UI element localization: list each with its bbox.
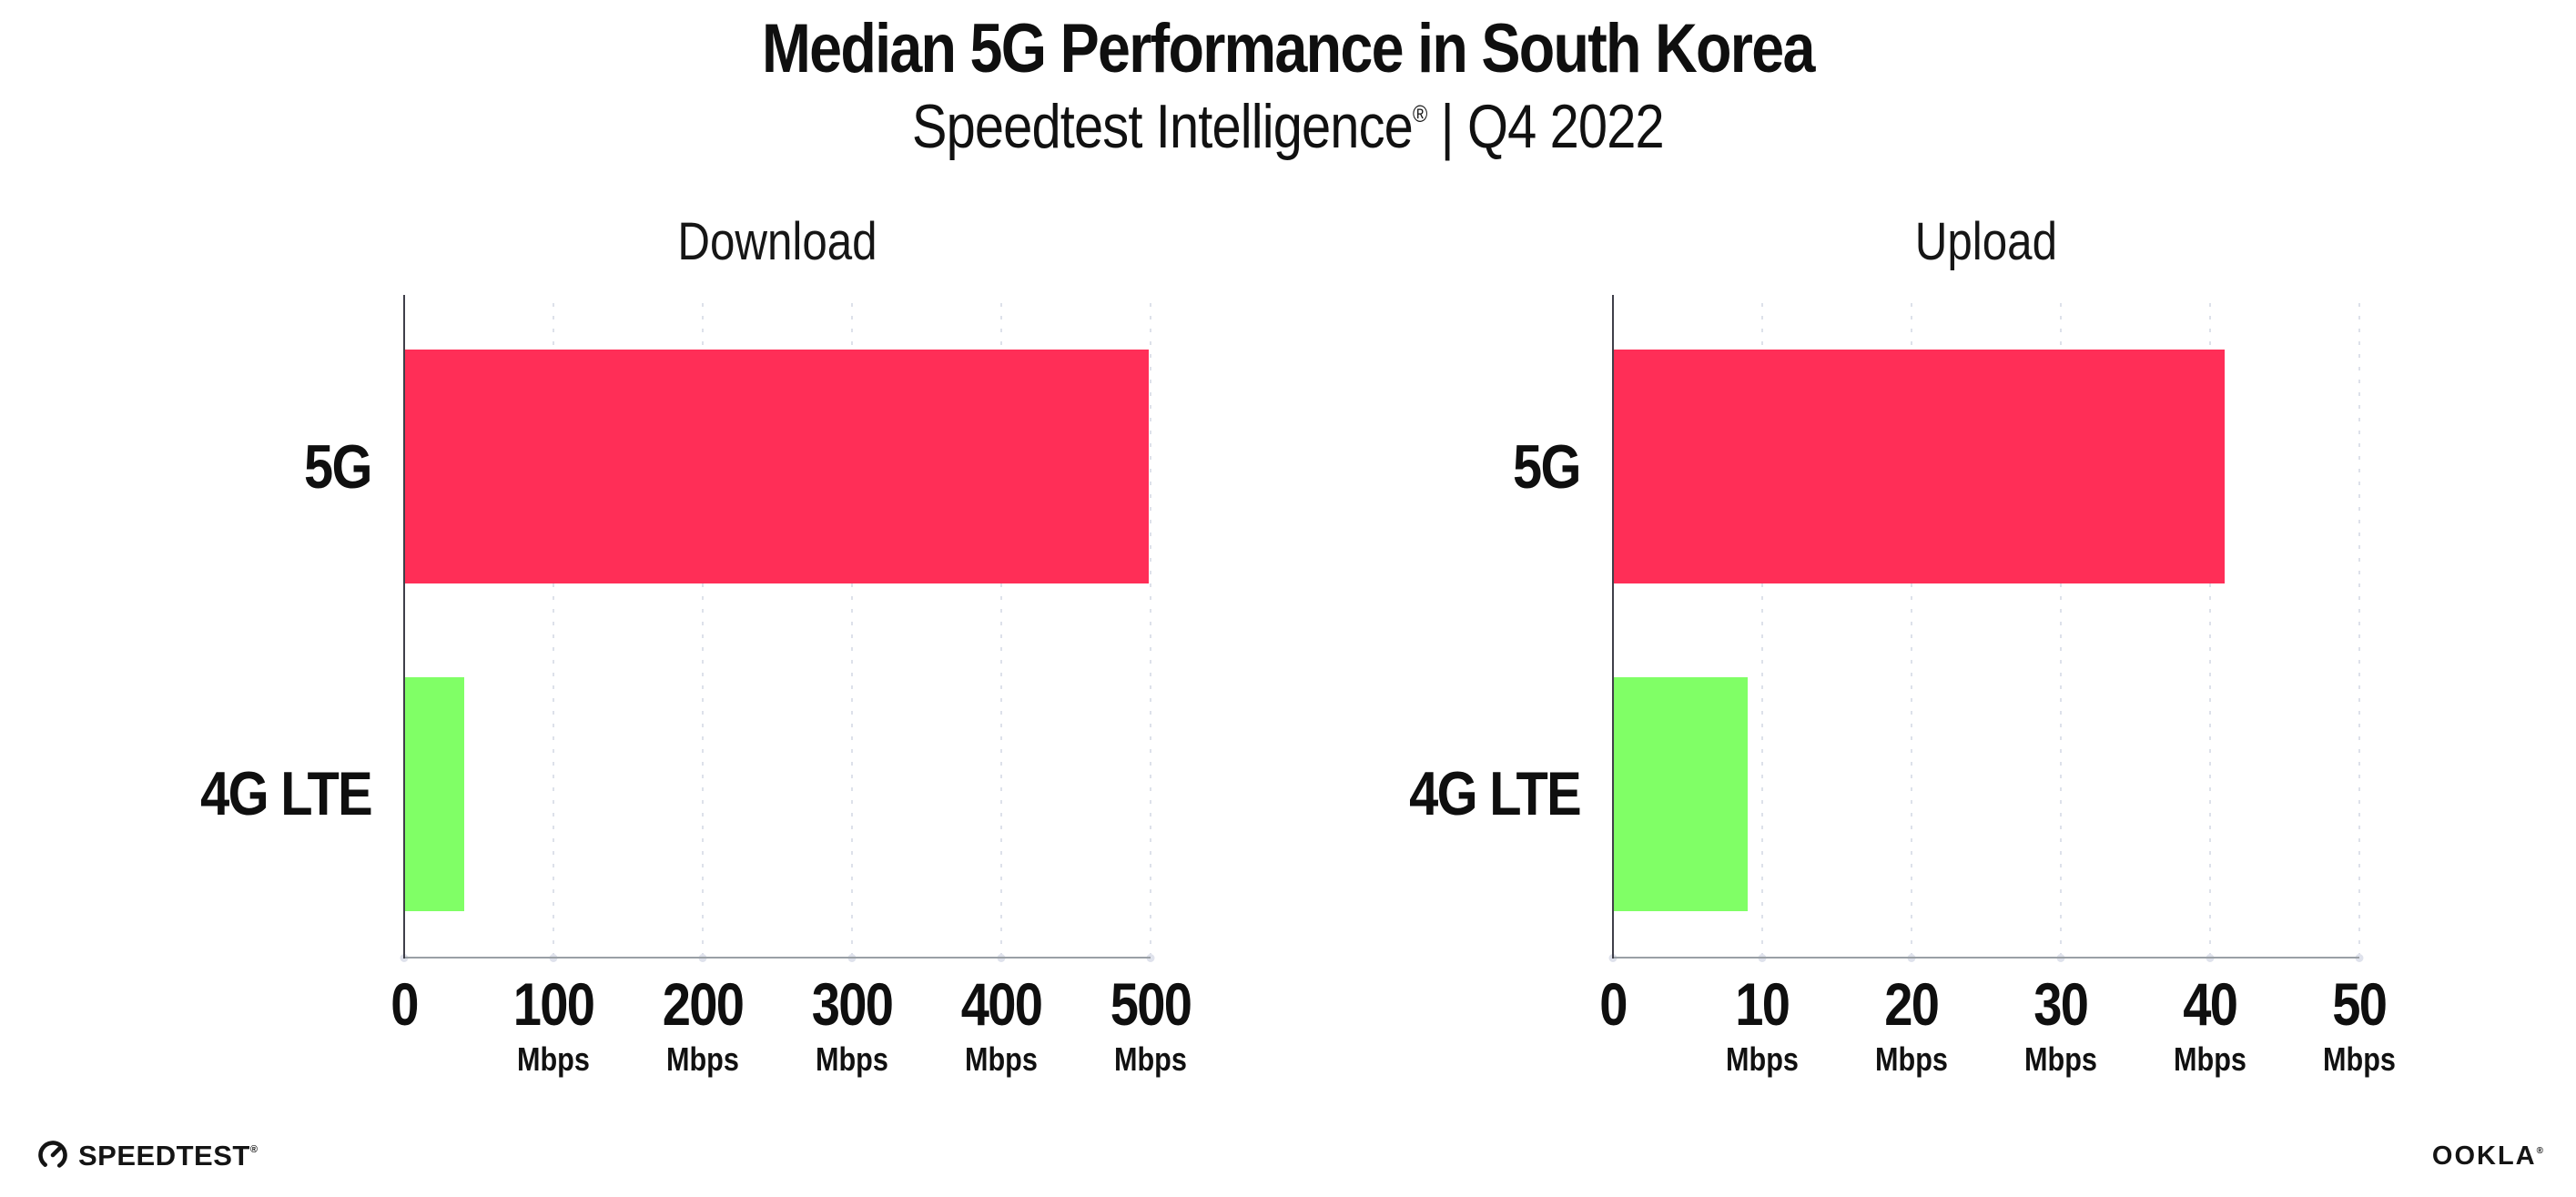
category-label-5g: 5G [304, 431, 372, 502]
x-tick-value: 50 [2332, 970, 2388, 1038]
panel-title: Download [677, 212, 877, 271]
gridline [1761, 303, 1763, 958]
x-tick-unit: Mbps [1726, 1040, 1799, 1078]
y-axis [1612, 295, 1614, 959]
x-tick-value: 100 [512, 970, 595, 1038]
gridline [1911, 303, 1912, 958]
x-tick-label: 500 Mbps [1103, 974, 1198, 1076]
ookla-logo: OOKLA® [2432, 1143, 2543, 1170]
subtitle-brand: Speedtest Intelligence [912, 92, 1414, 161]
x-tick-label: 50 Mbps [2317, 974, 2402, 1076]
x-tick-label: 30 Mbps [2018, 974, 2104, 1076]
x-tick-value: 30 [2033, 970, 2089, 1038]
gridline [1150, 303, 1151, 958]
x-tick-label: 100 Mbps [506, 974, 601, 1076]
gridline [1000, 303, 1002, 958]
chart-title: Median 5G Performance in South Korea [0, 11, 2576, 87]
gridline [702, 303, 704, 958]
x-tick-unit: Mbps [965, 1040, 1038, 1078]
axis-tick-dot [1146, 954, 1155, 962]
x-tick-value: 500 [1110, 970, 1192, 1038]
subtitle-period: | Q4 2022 [1426, 92, 1665, 161]
panel-upload: Upload 5G 4G LTE 0 10 Mbps 20 Mbps 30 Mbps 40 Mbp… [1409, 216, 2396, 1076]
x-axis-ticks: 0 100 Mbps 200 Mbps 300 Mbps 400 Mbps 500 Mbps [390, 958, 1192, 1112]
category-label-5g: 5G [1513, 431, 1581, 502]
x-tick-unit: Mbps [816, 1040, 888, 1078]
registered-mark: ® [1413, 100, 1427, 127]
x-tick-unit: Mbps [1114, 1040, 1187, 1078]
x-tick-unit: Mbps [1875, 1040, 1948, 1078]
speedtest-logo-text: SPEEDTEST® [78, 1139, 259, 1172]
speedtest-gauge-icon [36, 1139, 69, 1172]
chart-subtitle: Speedtest Intelligence® | Q4 2022 [0, 91, 2576, 162]
x-tick-label: 20 Mbps [1869, 974, 1954, 1076]
ookla-logo-text: OOKLA [2431, 1141, 2537, 1171]
x-tick-value: 0 [390, 970, 419, 1038]
x-tick-label: 0 [1597, 974, 1629, 1034]
plot-area: 5G 4G LTE [1409, 295, 2364, 962]
gridline [2060, 303, 2062, 958]
x-tick-unit: Mbps [666, 1040, 739, 1078]
panel-download: Download 5G 4G LTE 0 100 Mbps 200 Mbps 300 Mbps… [200, 216, 1192, 1076]
panel-title-wrap: Download [404, 216, 1151, 269]
y-axis [403, 295, 405, 959]
x-tick-label: 300 Mbps [805, 974, 899, 1076]
bar-5g [404, 350, 1150, 584]
x-axis-ticks: 0 10 Mbps 20 Mbps 30 Mbps 40 Mbps 50 Mbps [1599, 958, 2396, 1112]
bar-5g [1613, 350, 2226, 584]
x-tick-label: 40 Mbps [2167, 974, 2253, 1076]
panel-title-wrap: Upload [1613, 216, 2359, 269]
axis-tick-dot [2355, 954, 2364, 962]
chart-title-text: Median 5G Performance in South Korea [762, 10, 1815, 87]
gridline [553, 303, 554, 958]
category-label-4g-lte: 4G LTE [200, 759, 373, 829]
x-axis [1613, 957, 2359, 959]
x-tick-unit: Mbps [2323, 1040, 2396, 1078]
bar-4g-lte [404, 676, 464, 911]
x-axis [404, 957, 1151, 959]
category-label-4g-lte: 4G LTE [1409, 759, 1582, 829]
gridline [851, 303, 853, 958]
x-tick-value: 10 [1735, 970, 1790, 1038]
plot-area: 5G 4G LTE [200, 295, 1155, 962]
panel-title: Upload [1914, 212, 2058, 271]
x-tick-value: 20 [1884, 970, 1940, 1038]
x-tick-label: 10 Mbps [1719, 974, 1805, 1076]
x-tick-unit: Mbps [2174, 1040, 2246, 1078]
x-tick-value: 300 [811, 970, 894, 1038]
x-tick-value: 40 [2183, 970, 2238, 1038]
x-tick-value: 0 [1599, 970, 1628, 1038]
x-tick-unit: Mbps [517, 1040, 590, 1078]
x-tick-value: 400 [960, 970, 1043, 1038]
x-tick-label: 0 [389, 974, 421, 1034]
x-tick-label: 200 Mbps [655, 974, 750, 1076]
gridline [2209, 303, 2211, 958]
x-tick-unit: Mbps [2024, 1040, 2097, 1078]
x-tick-value: 200 [662, 970, 745, 1038]
gridline [2358, 303, 2360, 958]
x-tick-label: 400 Mbps [954, 974, 1049, 1076]
ookla-registered-mark: ® [2536, 1146, 2543, 1156]
bar-4g-lte [1613, 676, 1748, 911]
speedtest-registered-mark: ® [249, 1143, 259, 1155]
speedtest-logo: SPEEDTEST® [36, 1139, 258, 1172]
